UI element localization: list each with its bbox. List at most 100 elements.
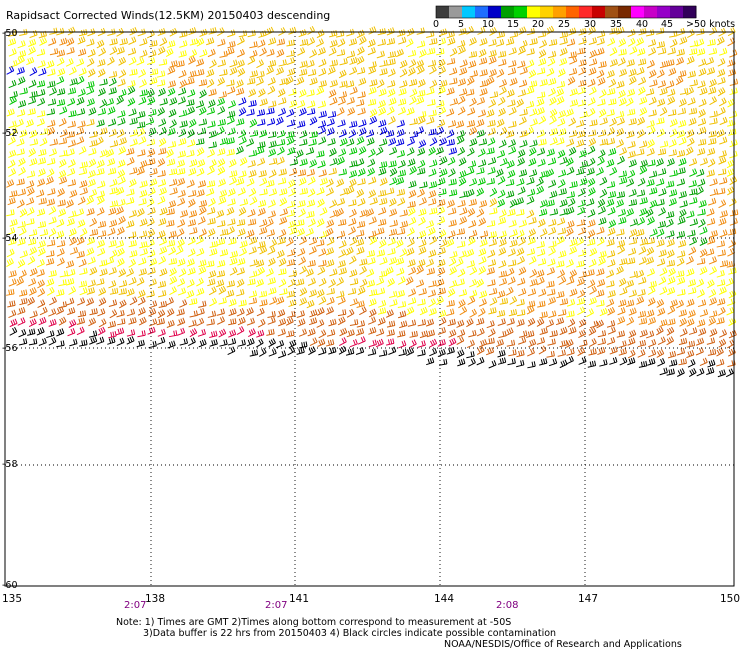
wind-barb: [407, 238, 415, 248]
wind-barb: [369, 108, 378, 118]
wind-barb: [56, 340, 65, 348]
wind-barb: [316, 319, 325, 328]
wind-barb: [639, 165, 648, 175]
wind-barb: [76, 75, 85, 85]
wind-barb: [49, 48, 59, 56]
wind-barb: [147, 228, 156, 238]
wind-barb: [355, 347, 365, 355]
wind-barb: [278, 268, 287, 276]
wind-barb: [168, 330, 178, 338]
wind-barb: [438, 188, 447, 196]
legend-label: 30: [584, 19, 597, 30]
wind-barb: [647, 286, 656, 295]
wind-barb: [708, 130, 717, 138]
wind-barb: [97, 87, 106, 97]
wind-barb: [69, 236, 78, 246]
wind-barb: [247, 209, 256, 218]
wind-barb: [547, 50, 557, 59]
wind-barb: [259, 98, 268, 107]
color-legend: [435, 5, 697, 19]
wind-barb: [56, 289, 65, 297]
wind-barb: [305, 268, 314, 277]
wind-barb: [438, 358, 448, 366]
wind-barb: [198, 228, 207, 237]
wind-barb: [376, 50, 385, 59]
wind-barb: [206, 260, 215, 268]
wind-barb: [637, 288, 646, 297]
wind-barb: [307, 100, 316, 109]
wind-barb: [447, 288, 456, 298]
wind-barb: [166, 308, 175, 318]
wind-barb: [486, 147, 495, 155]
wind-barb: [668, 149, 677, 157]
wind-barb: [646, 246, 655, 256]
wind-barb: [718, 338, 727, 348]
wind-barb: [686, 349, 695, 359]
wind-barb: [36, 259, 45, 268]
wind-barb: [617, 57, 626, 67]
wind-barb: [207, 120, 216, 128]
wind-barb: [307, 188, 316, 198]
wind-barb: [299, 60, 308, 68]
wind-barb: [526, 209, 535, 219]
wind-barb: [309, 77, 318, 86]
wind-barb: [616, 139, 624, 148]
wind-barb: [177, 317, 186, 326]
wind-barb: [159, 237, 168, 246]
wind-barb: [697, 289, 705, 298]
wind-barb: [647, 39, 657, 47]
wind-barb: [56, 328, 65, 337]
legend-swatch: [579, 6, 593, 18]
legend-swatch: [488, 6, 502, 18]
wind-barb: [266, 118, 276, 126]
wind-barb: [458, 170, 467, 179]
wind-barb: [659, 286, 668, 296]
wind-barb: [529, 38, 538, 46]
wind-barb: [719, 229, 728, 238]
wind-barb: [565, 355, 574, 365]
wind-barb: [728, 110, 738, 119]
wind-barb: [648, 349, 657, 358]
wind-barb: [47, 126, 56, 136]
wind-barb: [546, 267, 555, 276]
wind-barb: [507, 248, 516, 257]
wind-barb: [325, 227, 334, 237]
wind-barb: [688, 107, 698, 115]
wind-barb: [728, 197, 737, 207]
wind-barb: [459, 306, 468, 316]
wind-barb: [29, 158, 38, 167]
wind-barb: [159, 207, 168, 216]
wind-barb: [549, 330, 558, 338]
wind-barb: [686, 298, 695, 307]
wind-barb: [636, 37, 645, 46]
wind-barb: [648, 96, 657, 106]
wind-barb: [56, 218, 65, 228]
wind-barb: [326, 187, 334, 197]
wind-barb: [9, 318, 18, 328]
legend-label: 20: [532, 19, 545, 30]
wind-barb: [27, 328, 36, 336]
wind-barb: [447, 37, 456, 46]
wind-barb: [576, 219, 586, 227]
wind-barb: [278, 257, 287, 267]
wind-barb: [197, 159, 206, 168]
wind-barb: [109, 178, 118, 187]
wind-barb: [86, 80, 95, 89]
wind-barb: [368, 148, 376, 158]
wind-barb: [277, 177, 287, 185]
wind-barb: [378, 88, 387, 97]
wind-barb: [376, 328, 385, 337]
wind-barb: [18, 166, 26, 176]
wind-barb: [408, 339, 417, 349]
wind-barb: [676, 129, 686, 139]
wind-barb: [198, 79, 208, 87]
wind-barb: [139, 248, 148, 256]
wind-barb: [98, 287, 107, 296]
wind-barb: [496, 118, 505, 128]
wind-barb: [638, 246, 647, 255]
wind-barb: [369, 115, 378, 125]
wind-barb: [37, 178, 46, 187]
wind-barb: [587, 360, 597, 368]
wind-barb: [687, 359, 696, 368]
wind-barb: [547, 296, 557, 305]
